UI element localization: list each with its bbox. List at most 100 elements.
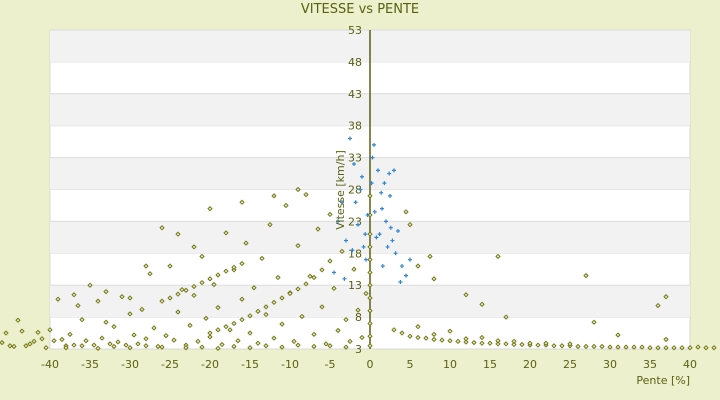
data-point-olive	[123, 342, 129, 348]
y-tick-label: 23	[348, 215, 362, 228]
data-point-olive	[495, 253, 501, 260]
data-point-olive	[179, 287, 185, 293]
data-point-olive	[403, 209, 409, 215]
data-point-olive	[195, 338, 201, 344]
data-point-olive	[51, 338, 57, 344]
data-point-blue	[385, 244, 390, 249]
data-point-blue	[332, 270, 336, 275]
data-point-blue	[369, 181, 374, 186]
data-point-olive	[111, 324, 117, 330]
data-point-olive	[295, 186, 301, 193]
data-point-olive	[367, 269, 373, 276]
data-point-olive	[327, 343, 333, 349]
data-point-olive	[679, 345, 685, 351]
data-point-olive	[391, 327, 397, 333]
y-tick-label: 28	[348, 184, 362, 197]
data-point-olive	[275, 274, 281, 281]
data-point-olive	[295, 286, 301, 292]
data-point-olive	[303, 281, 309, 287]
data-point-blue	[358, 187, 363, 192]
x-tick-label: -40	[41, 358, 59, 371]
data-point-olive	[207, 334, 213, 340]
data-point-olive	[455, 338, 461, 344]
data-point-olive	[355, 307, 361, 313]
data-point-olive	[175, 309, 181, 315]
data-point-olive	[231, 264, 237, 270]
data-point-olive	[279, 344, 285, 350]
data-point-olive	[511, 341, 517, 348]
data-point-olive	[415, 334, 421, 341]
data-point-olive	[567, 341, 573, 347]
data-point-olive	[263, 343, 269, 349]
data-point-olive	[167, 295, 173, 301]
x-tick-label: 0	[367, 358, 374, 371]
data-point-olive	[83, 338, 89, 344]
data-point-blue	[408, 257, 412, 262]
data-point-olive	[259, 255, 265, 262]
data-point-olive	[487, 340, 493, 346]
data-point-olive	[231, 320, 237, 327]
data-point-olive	[79, 317, 85, 323]
data-point-olive	[155, 343, 161, 350]
data-point-olive	[327, 211, 333, 218]
data-point-olive	[255, 308, 261, 314]
data-point-olive	[239, 317, 245, 323]
x-tick-label: -10	[281, 358, 299, 371]
data-point-olive	[543, 340, 549, 346]
data-point-olive	[267, 221, 273, 228]
data-point-olive	[231, 343, 237, 350]
data-point-olive	[115, 339, 121, 345]
data-point-olive	[71, 342, 77, 348]
data-point-olive	[495, 341, 501, 347]
data-point-olive	[215, 304, 221, 311]
data-point-blue	[364, 257, 368, 262]
data-point-blue	[344, 238, 348, 243]
data-point-olive	[303, 191, 309, 198]
data-point-olive	[223, 230, 229, 236]
data-point-olive	[191, 283, 197, 290]
y-tick-label: 33	[348, 152, 362, 165]
data-point-olive	[271, 299, 277, 306]
data-point-olive	[147, 271, 153, 277]
data-point-blue	[365, 213, 370, 218]
data-point-olive	[43, 345, 49, 351]
data-point-olive	[663, 294, 669, 300]
data-point-olive	[615, 344, 621, 350]
data-point-olive	[127, 295, 133, 301]
y-tick-label: 8	[355, 311, 362, 324]
data-point-olive	[471, 339, 477, 346]
data-point-olive	[55, 296, 61, 302]
data-point-olive	[175, 291, 181, 297]
data-point-olive	[431, 336, 437, 343]
data-point-olive	[367, 212, 373, 218]
data-point-olive	[91, 342, 97, 348]
y-tick-label: 53	[348, 24, 362, 37]
data-point-blue	[360, 174, 364, 179]
data-point-olive	[367, 282, 373, 288]
data-point-olive	[175, 231, 181, 237]
data-point-olive	[663, 336, 669, 343]
x-tick-label: 15	[483, 358, 497, 371]
data-point-olive	[39, 336, 45, 342]
data-point-olive	[223, 324, 229, 330]
data-point-olive	[159, 298, 165, 304]
data-point-olive	[295, 342, 301, 348]
data-point-olive	[639, 344, 645, 350]
data-point-olive	[207, 206, 213, 212]
data-point-blue	[356, 222, 360, 227]
data-point-olive	[431, 276, 437, 282]
data-point-blue	[374, 235, 379, 240]
data-point-olive	[583, 343, 589, 350]
data-point-olive	[463, 339, 469, 345]
data-point-olive	[519, 341, 525, 348]
data-point-blue	[388, 225, 393, 230]
data-point-olive	[559, 343, 565, 349]
data-point-blue	[380, 264, 385, 269]
data-point-olive	[135, 341, 141, 347]
data-point-olive	[319, 267, 325, 273]
data-point-olive	[3, 330, 9, 336]
data-point-olive	[95, 345, 101, 351]
data-point-olive	[427, 253, 433, 260]
data-point-olive	[323, 341, 329, 347]
